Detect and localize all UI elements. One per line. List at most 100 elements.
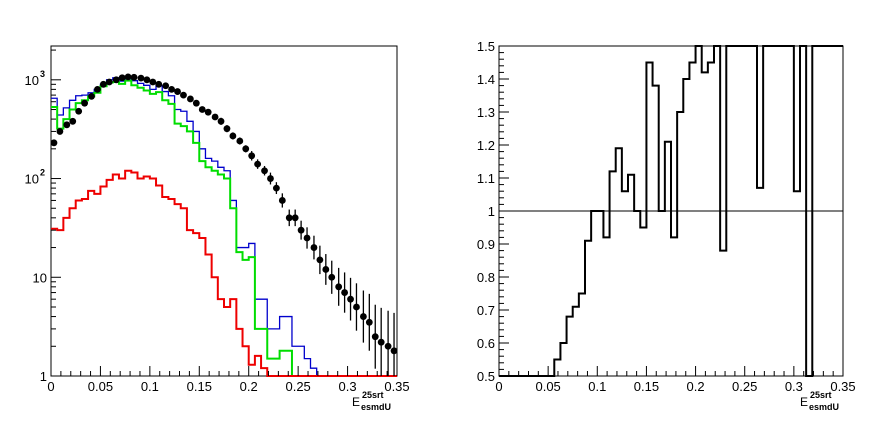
data-point-marker xyxy=(217,117,225,125)
x-tick-label: 0.35 xyxy=(384,379,409,394)
x-axis-title-superscript: 25srt xyxy=(810,390,832,400)
x-tick-label: 0.35 xyxy=(830,379,855,394)
data-point-marker xyxy=(63,121,71,129)
data-point-marker xyxy=(198,106,206,113)
data-point-marker xyxy=(272,184,280,192)
x-tick-label: 0.15 xyxy=(187,379,212,394)
x-axis-title-subscript: esmdU xyxy=(361,402,391,412)
data-point-marker xyxy=(124,73,132,81)
y-tick-exponent: 2 xyxy=(40,168,45,178)
data-point-marker xyxy=(168,85,176,93)
x-axis-title: E xyxy=(352,395,360,409)
data-point-marker xyxy=(236,137,244,145)
data-point-marker xyxy=(359,313,367,320)
data-point-marker xyxy=(143,76,151,84)
x-tick-label: 0 xyxy=(47,379,54,394)
y-tick-label: 1.5 xyxy=(477,39,495,54)
data-point-marker xyxy=(303,234,311,242)
data-point-marker xyxy=(377,338,385,346)
y-tick-label: 10 xyxy=(25,73,39,88)
data-point-marker xyxy=(248,152,256,160)
data-point-marker xyxy=(81,99,89,107)
y-tick-label: 10 xyxy=(25,172,39,187)
x-tick-label: 0.05 xyxy=(88,379,113,394)
y-tick-label: 1.1 xyxy=(477,171,495,186)
green-histogram-line xyxy=(51,79,397,377)
x-tick-label: 0.25 xyxy=(285,379,310,394)
data-point-marker xyxy=(322,266,330,273)
y-tick-label: 0.7 xyxy=(477,303,495,318)
data-point-marker xyxy=(347,295,354,303)
data-point-marker xyxy=(155,80,163,88)
data-point-marker xyxy=(353,303,360,311)
data-point-marker xyxy=(180,91,187,99)
y-tick-label: 1 xyxy=(488,204,495,219)
data-point-marker xyxy=(229,132,237,140)
x-tick-label: 0.1 xyxy=(588,379,606,394)
data-point-marker xyxy=(118,74,126,82)
data-point-marker xyxy=(186,95,194,103)
x-tick-label: 0.2 xyxy=(240,379,258,394)
x-tick-label: 0.1 xyxy=(141,379,159,394)
data-point-marker xyxy=(130,73,138,81)
data-point-marker xyxy=(223,125,231,133)
x-axis-title: E xyxy=(800,395,808,409)
data-point-marker xyxy=(390,347,398,355)
data-point-marker xyxy=(371,333,379,341)
data-point-marker xyxy=(291,214,299,222)
data-point-marker xyxy=(75,107,83,115)
data-point-marker xyxy=(50,139,58,147)
red-histogram-line xyxy=(51,169,397,377)
data-point-marker xyxy=(316,256,324,264)
x-tick-label: 0.3 xyxy=(785,379,803,394)
x-tick-label: 0.2 xyxy=(687,379,705,394)
y-tick-label: 1.4 xyxy=(477,72,495,87)
data-point-marker xyxy=(105,78,113,86)
data-point-marker xyxy=(278,197,286,204)
y-tick-label: 1.3 xyxy=(477,105,495,120)
data-point-marker xyxy=(297,226,305,234)
data-point-marker xyxy=(211,113,219,121)
x-tick-label: 0.3 xyxy=(339,379,357,394)
data-point-marker xyxy=(94,85,101,93)
y-tick-label: 0.9 xyxy=(477,237,495,252)
left-plot-frame xyxy=(50,45,398,377)
data-point-marker xyxy=(310,244,318,251)
data-point-marker xyxy=(174,88,181,95)
data-point-marker xyxy=(162,82,170,90)
data-point-marker xyxy=(56,128,64,135)
y-tick-label: 1.2 xyxy=(477,138,495,153)
data-point-marker xyxy=(204,108,212,116)
data-point-marker xyxy=(112,76,120,84)
y-tick-label: 1 xyxy=(40,369,47,384)
x-axis-title-subscript: esmdU xyxy=(809,402,839,412)
data-point-marker xyxy=(261,167,268,175)
data-point-marker xyxy=(69,117,77,125)
y-tick-label: 0.6 xyxy=(477,336,495,351)
data-point-marker xyxy=(99,80,107,88)
x-tick-label: 0.15 xyxy=(634,379,659,394)
x-tick-label: 0.05 xyxy=(535,379,560,394)
data-point-marker xyxy=(267,175,274,182)
data-point-marker xyxy=(384,342,392,350)
data-point-marker xyxy=(335,283,343,291)
data-point-marker xyxy=(149,78,157,86)
data-point-marker xyxy=(192,99,200,107)
x-tick-label: 0 xyxy=(495,379,502,394)
y-tick-exponent: 3 xyxy=(40,69,45,79)
y-tick-label: 0.5 xyxy=(477,369,495,384)
y-tick-label: 10 xyxy=(33,270,47,285)
data-point-marker xyxy=(365,318,373,326)
right-plot-ratio-histogram: 0 0.05 0.1 0.15 0.2 0.25 0.3 0.35 0.5 0.6 0.7 0.8 0.… xyxy=(477,39,856,412)
x-axis-title-superscript: 25srt xyxy=(362,390,384,400)
data-point-marker xyxy=(254,160,262,168)
x-tick-label: 0.25 xyxy=(732,379,757,394)
data-point-marker xyxy=(285,214,293,222)
data-point-marker xyxy=(341,289,349,296)
data-point-marker xyxy=(137,74,145,82)
data-point-marker xyxy=(242,145,250,153)
y-tick-label: 0.8 xyxy=(477,270,495,285)
data-point-marker xyxy=(88,92,95,100)
